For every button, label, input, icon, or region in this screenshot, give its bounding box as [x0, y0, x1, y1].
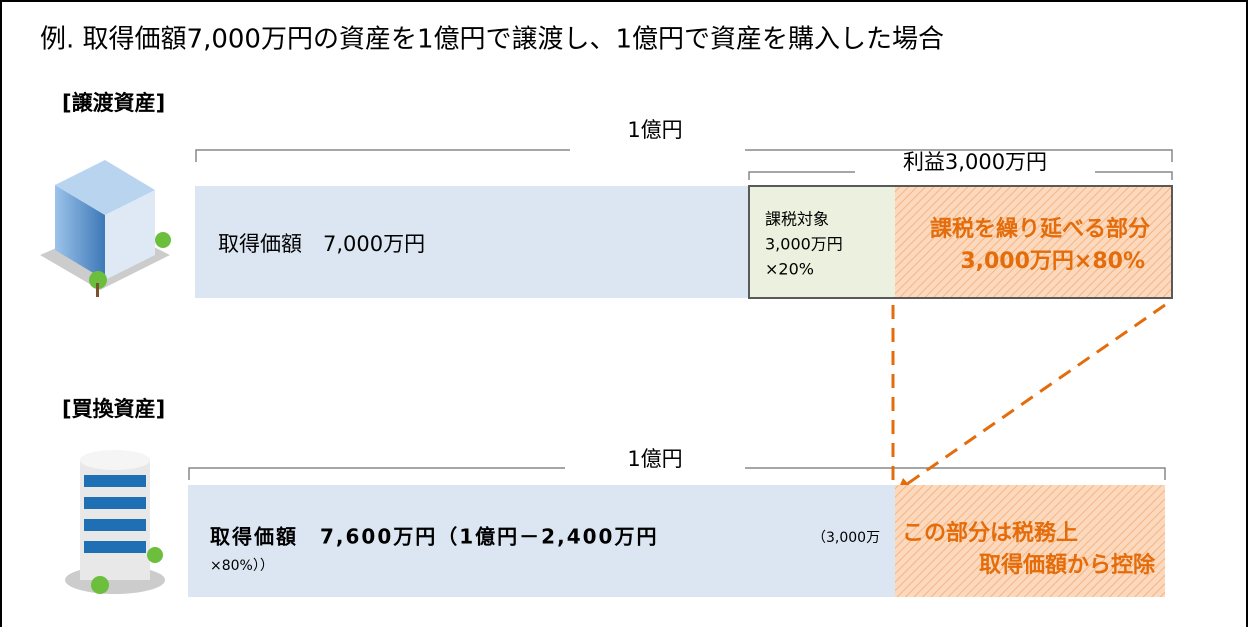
- taxable-label: 課税対象: [765, 210, 829, 229]
- section-label: [譲渡資産]: [62, 91, 165, 115]
- deferred-label: 課税を繰り延べる部分: [930, 216, 1150, 242]
- diagram: 例. 取得価額7,000万円の資産を1億円で譲渡し、1億円で資産を購入した場合 …: [0, 0, 1248, 627]
- bar-label: ×80%））: [210, 558, 274, 574]
- bar-label: 取得価額 7,000万円: [218, 232, 425, 256]
- deferred-label: 3,000万円×80%: [960, 249, 1145, 274]
- section-label: [買換資産]: [62, 397, 165, 421]
- deferred-bar: [895, 186, 1172, 298]
- taxable-label: 3,000万円: [765, 235, 843, 254]
- building-icon: [40, 160, 171, 297]
- bracket-label: 1億円: [627, 118, 682, 142]
- deduction-label: 取得価額から控除: [979, 552, 1156, 578]
- deduction-label: この部分は税務上: [902, 520, 1078, 546]
- arrow: [893, 305, 1165, 484]
- bracket-label: 利益3,000万円: [903, 150, 1047, 174]
- title: 例. 取得価額7,000万円の資産を1億円で譲渡し、1億円で資産を購入した場合: [40, 25, 944, 55]
- bar-label: （3,000万: [812, 530, 880, 546]
- bracket-label: 1億円: [627, 447, 682, 471]
- bar-label: 取得価額 7,600万円（1億円－2,400万円: [210, 525, 658, 549]
- building-icon: [65, 450, 165, 594]
- taxable-label: ×20%: [765, 260, 814, 279]
